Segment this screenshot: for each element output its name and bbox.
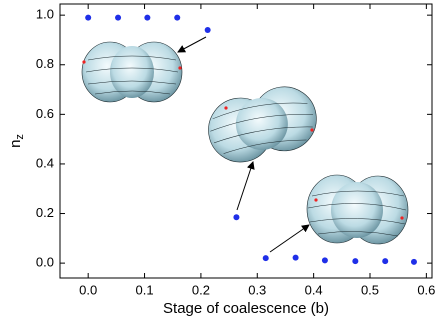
data-point (262, 255, 269, 262)
x-tick-label: 0.3 (248, 282, 266, 297)
x-tick-label: 0.1 (136, 282, 154, 297)
arrow (177, 36, 207, 53)
y-tick-label: 0.4 (36, 155, 54, 170)
arrow (269, 224, 310, 253)
data-point (292, 254, 299, 261)
droplet-image (306, 174, 409, 245)
data-point (204, 27, 211, 34)
y-tick-label: 0.6 (36, 106, 54, 121)
y-tick-label: 0.2 (36, 205, 54, 220)
plot-frame (59, 3, 433, 279)
data-point (233, 214, 240, 221)
arrow (236, 161, 255, 211)
data-point (85, 14, 92, 21)
y-axis-label: nz (7, 134, 26, 148)
y-tick-label: 0.0 (36, 255, 54, 270)
y-tick-label: 0.8 (36, 56, 54, 71)
y-tick-label: 1.0 (36, 7, 54, 22)
data-point (174, 14, 181, 21)
x-tick-label: 0.2 (192, 282, 210, 297)
y-axis-label-sub: z (14, 134, 26, 140)
x-tick-label: 0.0 (79, 282, 97, 297)
x-tick-label: 0.6 (417, 282, 435, 297)
data-point (144, 14, 151, 21)
x-tick-label: 0.4 (305, 282, 323, 297)
x-axis-label: Stage of coalescence (b) (163, 300, 329, 317)
data-point (410, 258, 417, 265)
y-axis-label-main: n (7, 140, 24, 148)
data-point (115, 14, 122, 21)
droplet-marker (310, 128, 314, 132)
data-point (321, 257, 328, 264)
droplet-image (208, 86, 317, 163)
x-tick-label: 0.5 (361, 282, 379, 297)
data-point (352, 258, 359, 265)
droplet-marker (224, 106, 228, 110)
droplet-image (81, 41, 183, 103)
data-point (382, 258, 389, 265)
